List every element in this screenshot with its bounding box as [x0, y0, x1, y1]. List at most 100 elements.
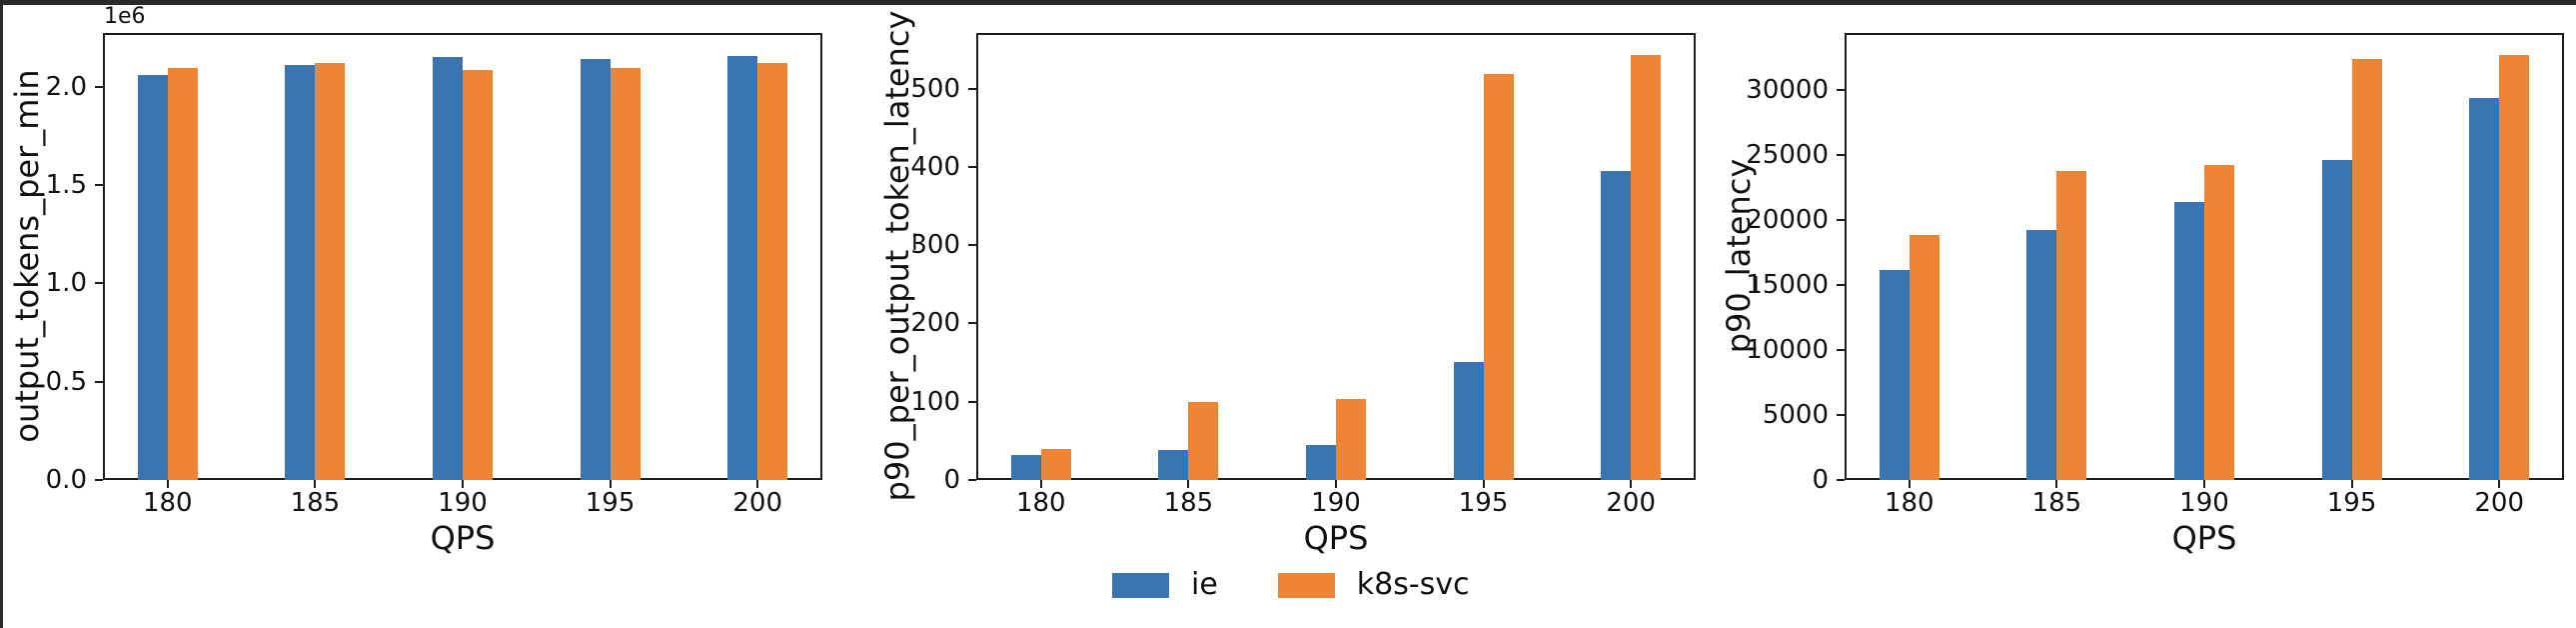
y-tick-label-chart2: 500	[910, 73, 960, 104]
bar-k8s-svc-qps-180-chart1	[167, 68, 198, 480]
y-tick-chart2	[968, 479, 976, 481]
bar-k8s-svc-qps-195-chart3	[2351, 59, 2382, 480]
bar-k8s-svc-qps-190-chart1	[463, 69, 493, 480]
window-edge-top	[0, 0, 2576, 5]
x-tick-label-qps-180: 180	[142, 488, 193, 518]
x-axis-label-chart2: QPS	[1303, 519, 1369, 557]
y-tick-chart3	[1837, 88, 1845, 91]
x-tick-chart1	[166, 480, 169, 488]
y-tick-label-chart2: 200	[910, 308, 960, 339]
x-axis-label-chart1: QPS	[430, 519, 496, 557]
y-tick-label-chart1: 0.0	[45, 465, 87, 495]
x-tick-label-qps-180: 180	[1884, 488, 1934, 518]
bar-k8s-svc-qps-200-chart1	[757, 62, 788, 480]
legend: ie k8s-svc	[1112, 568, 1470, 602]
x-tick-chart1	[609, 480, 612, 488]
bar-ie-qps-190-chart1	[433, 57, 463, 480]
x-tick-label-qps-200: 200	[732, 488, 782, 518]
x-tick-label-qps-200: 200	[2474, 488, 2524, 518]
bar-ie-qps-200-chart1	[727, 55, 758, 480]
y-tick-label-chart3: 10000	[1746, 334, 1829, 365]
bar-k8s-svc-qps-190-chart2	[1336, 399, 1366, 480]
y-tick-chart3	[1837, 348, 1845, 351]
bar-ie-qps-180-chart3	[1879, 269, 1910, 480]
y-tick-chart2	[968, 400, 976, 403]
x-tick-chart3	[2498, 480, 2501, 488]
y-tick-label-chart2: 300	[910, 230, 960, 261]
bar-k8s-svc-qps-180-chart2	[1040, 448, 1071, 480]
bar-k8s-svc-qps-200-chart2	[1631, 54, 1662, 480]
bar-k8s-svc-qps-195-chart1	[610, 67, 641, 480]
window-edge-left	[0, 0, 3, 628]
bar-k8s-svc-qps-185-chart1	[315, 63, 346, 480]
y-tick-chart2	[968, 165, 976, 168]
y-tick-chart2	[968, 322, 976, 325]
y-axis-offset-label: 1e6	[104, 4, 146, 29]
y-tick-chart2	[968, 244, 976, 247]
x-tick-chart2	[1039, 480, 1042, 488]
bar-k8s-svc-qps-180-chart3	[1909, 234, 1939, 480]
x-tick-label-qps-195: 195	[1458, 488, 1509, 518]
bar-ie-qps-190-chart3	[2174, 202, 2204, 480]
bar-k8s-svc-qps-190-chart3	[2204, 165, 2234, 480]
x-tick-label-qps-180: 180	[1015, 488, 1066, 518]
y-tick-label-chart1: 1.0	[45, 268, 87, 299]
x-tick-chart1	[462, 480, 464, 488]
y-tick-label-chart2: 400	[910, 151, 960, 182]
y-tick-label-chart2: 100	[910, 386, 960, 417]
y-tick-label-chart3: 15000	[1746, 269, 1829, 300]
y-tick-chart1	[95, 85, 103, 88]
y-tick-label-chart3: 25000	[1746, 139, 1829, 170]
y-tick-chart3	[1837, 479, 1845, 481]
y-tick-label-chart1: 0.5	[45, 366, 87, 397]
y-tick-label-chart2: 0	[943, 465, 960, 495]
x-tick-label-qps-195: 195	[585, 488, 636, 518]
bar-ie-qps-195-chart1	[580, 59, 611, 480]
bar-k8s-svc-qps-185-chart2	[1188, 401, 1219, 480]
bar-k8s-svc-qps-195-chart2	[1483, 73, 1514, 480]
x-tick-label-qps-195: 195	[2326, 488, 2377, 518]
bar-ie-qps-190-chart2	[1306, 444, 1336, 480]
bar-ie-qps-185-chart1	[285, 64, 316, 480]
y-tick-chart3	[1837, 413, 1845, 416]
bar-ie-qps-185-chart2	[1158, 450, 1189, 480]
y-tick-label-chart3: 30000	[1746, 74, 1829, 105]
y-tick-label-chart1: 1.5	[45, 170, 87, 200]
x-tick-label-qps-185: 185	[2031, 488, 2082, 518]
y-tick-label-chart3: 5000	[1762, 399, 1829, 430]
x-tick-chart3	[2055, 480, 2058, 488]
x-tick-chart3	[2350, 480, 2353, 488]
x-tick-chart2	[1335, 480, 1337, 488]
x-tick-label-qps-185: 185	[290, 488, 341, 518]
y-tick-chart1	[95, 380, 103, 383]
legend-label-ie: ie	[1191, 567, 1218, 602]
y-tick-label-chart3: 0	[1812, 465, 1829, 495]
y-tick-chart3	[1837, 153, 1845, 156]
y-tick-chart3	[1837, 218, 1845, 221]
y-tick-chart3	[1837, 283, 1845, 286]
bar-ie-qps-185-chart3	[2026, 230, 2057, 480]
y-axis-label-p90-latency: p90_latency	[1720, 158, 1758, 354]
x-tick-label-qps-185: 185	[1163, 488, 1214, 518]
x-tick-label-qps-200: 200	[1606, 488, 1656, 518]
x-tick-chart1	[756, 480, 759, 488]
y-tick-chart2	[968, 87, 976, 90]
x-tick-chart3	[2203, 480, 2205, 488]
y-tick-chart1	[95, 282, 103, 285]
legend-swatch-ie	[1112, 572, 1169, 598]
bar-k8s-svc-qps-200-chart3	[2499, 54, 2530, 480]
legend-label-k8s-svc: k8s-svc	[1356, 567, 1470, 602]
x-tick-chart1	[314, 480, 317, 488]
bar-k8s-svc-qps-185-chart3	[2056, 171, 2087, 480]
bar-ie-qps-180-chart1	[137, 74, 168, 480]
x-axis-label-chart3: QPS	[2171, 519, 2237, 557]
legend-swatch-k8s-svc	[1277, 572, 1335, 598]
y-tick-label-chart3: 20000	[1746, 204, 1829, 235]
y-tick-label-chart1: 2.0	[45, 71, 87, 102]
bar-ie-qps-195-chart3	[2321, 160, 2352, 480]
bar-ie-qps-200-chart3	[2469, 97, 2500, 480]
y-tick-chart1	[95, 479, 103, 481]
x-tick-chart2	[1630, 480, 1633, 488]
x-tick-chart3	[1908, 480, 1911, 488]
x-tick-label-qps-190: 190	[2179, 488, 2229, 518]
